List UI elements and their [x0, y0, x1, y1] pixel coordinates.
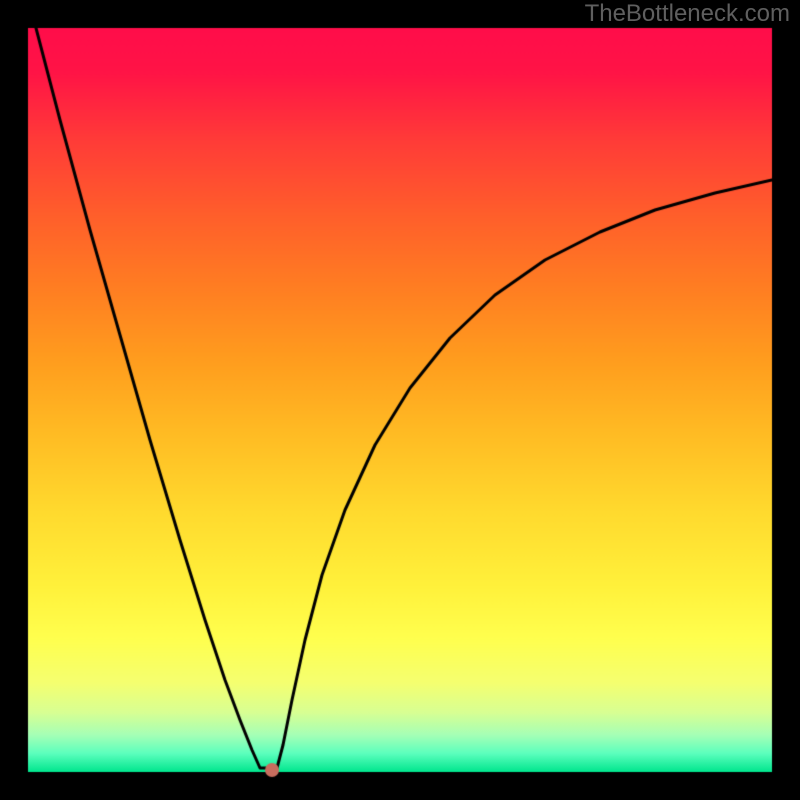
bottleneck-curve-chart — [0, 0, 800, 800]
chart-container: TheBottleneck.com — [0, 0, 800, 800]
watermark-text: TheBottleneck.com — [585, 0, 790, 28]
